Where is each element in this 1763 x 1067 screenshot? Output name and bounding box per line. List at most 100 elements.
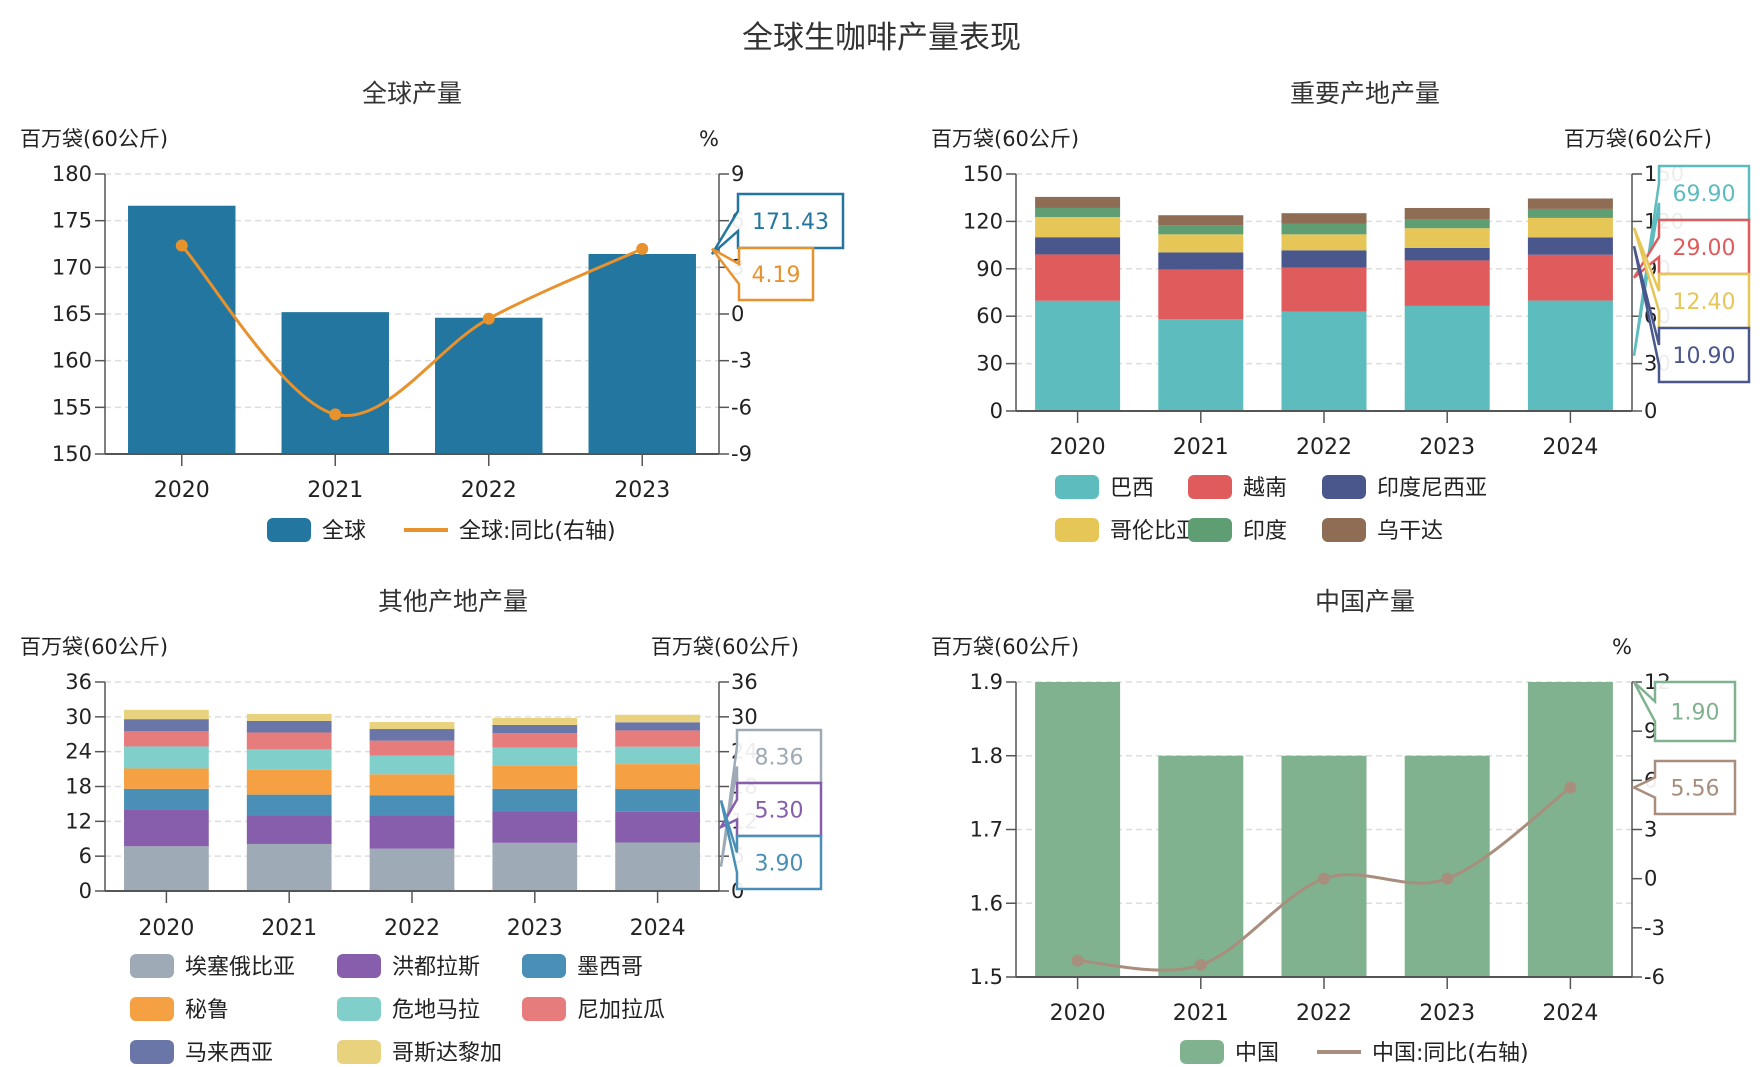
bar-segment-秘鲁: [124, 768, 209, 789]
legend-item[interactable]: 乌干达: [1322, 518, 1443, 544]
legend-item[interactable]: 中国:同比(右轴): [1317, 1041, 1529, 1066]
left-tick-label: 90: [976, 257, 1003, 281]
legend-item[interactable]: 全球:同比(右轴): [404, 519, 616, 544]
bar-segment-危地马拉: [492, 747, 578, 766]
bar-segment-越南: [1281, 267, 1367, 312]
legend-item[interactable]: 巴西: [1055, 475, 1154, 501]
x-tick-label: 2020: [154, 478, 210, 503]
bar-segment-墨西哥: [246, 794, 332, 816]
bar-segment-埃塞俄比亚: [492, 842, 578, 891]
right-tick-label: -9: [731, 442, 752, 466]
legend-label: 中国:同比(右轴): [1372, 1041, 1529, 1066]
legend-item[interactable]: 哥伦比亚: [1055, 518, 1198, 544]
legend-label: 秘鲁: [185, 998, 229, 1023]
chart-others: 其他产地产量百万袋(60公斤)百万袋(60公斤)0612182430360612…: [20, 587, 823, 1066]
bar-segment-哥斯达黎加: [246, 713, 332, 721]
callout-label: 69.90: [1632, 164, 1751, 356]
right-axis-unit: 百万袋(60公斤): [651, 635, 799, 659]
callout-box: [719, 800, 823, 891]
left-tick-label: 150: [963, 162, 1003, 186]
bar-segment-巴西: [1404, 305, 1490, 411]
callout-label: 8.36: [719, 728, 823, 867]
legend-item[interactable]: 哥斯达黎加: [337, 1040, 502, 1066]
left-tick-label: 180: [52, 162, 92, 186]
right-tick-label: 36: [731, 670, 758, 694]
legend-swatch: [337, 997, 381, 1021]
legend-label: 乌干达: [1377, 519, 1443, 544]
x-tick-label: 2024: [1542, 435, 1598, 460]
right-axis-unit: 百万袋(60公斤): [1564, 127, 1712, 151]
callout-box: [1632, 680, 1737, 743]
legend-item[interactable]: 印度: [1188, 518, 1287, 544]
callout-value: 69.90: [1673, 182, 1736, 207]
left-tick-label: 165: [52, 302, 92, 326]
bar-segment-墨西哥: [492, 788, 578, 812]
main-title: 全球生咖啡产量表现: [742, 20, 1021, 56]
right-tick-label: -3: [731, 349, 752, 373]
bar-segment-尼加拉瓜: [492, 733, 578, 748]
right-tick-label: 9: [731, 162, 744, 186]
chart-china: 中国产量百万袋(60公斤)%1.51.61.71.81.9-6-30369122…: [931, 587, 1737, 1066]
bar-segment-埃塞俄比亚: [369, 848, 455, 891]
bar-segment-危地马拉: [615, 746, 700, 765]
callout-value: 4.19: [752, 263, 801, 288]
left-tick-label: 1.9: [970, 670, 1003, 694]
legend-item[interactable]: 中国: [1180, 1040, 1279, 1066]
bar-segment-乌干达: [1404, 207, 1490, 220]
legend-swatch: [522, 997, 566, 1021]
line-point: [1318, 872, 1330, 885]
legend-swatch: [1055, 518, 1099, 542]
legend-swatch: [130, 954, 174, 978]
legend-label: 墨西哥: [577, 955, 643, 980]
bar-segment-越南: [1158, 269, 1244, 320]
legend-item[interactable]: 印度尼西亚: [1322, 475, 1487, 501]
bar-segment-印度尼西亚: [1527, 237, 1613, 255]
x-tick-label: 2022: [1296, 435, 1352, 460]
left-axis-unit: 百万袋(60公斤): [931, 635, 1079, 659]
callout-box: [717, 781, 823, 838]
bar-segment-哥伦比亚: [1404, 228, 1490, 248]
bar-segment-哥斯达黎加: [124, 709, 209, 720]
legend-swatch: [1322, 475, 1366, 499]
legend-item[interactable]: 危地马拉: [337, 997, 480, 1023]
callout-box: [1632, 218, 1751, 279]
callout-value: 1.90: [1671, 701, 1720, 726]
legend-swatch: [1322, 518, 1366, 542]
legend-item[interactable]: 埃塞俄比亚: [130, 954, 295, 980]
bar-segment-秘鲁: [369, 774, 455, 796]
line-point: [482, 312, 495, 325]
bar-segment-墨西哥: [369, 795, 455, 816]
legend-item[interactable]: 越南: [1188, 475, 1287, 501]
callout-box: [1632, 227, 1751, 330]
bar-segment-洪都拉斯: [246, 815, 332, 844]
legend-item[interactable]: 墨西哥: [522, 954, 643, 980]
bar-segment-洪都拉斯: [615, 811, 700, 843]
line-point: [636, 242, 649, 255]
callout-box: [1632, 245, 1751, 384]
bar: [1527, 682, 1613, 977]
line-point: [175, 239, 188, 252]
bar-segment-乌干达: [1158, 215, 1244, 226]
legend-item[interactable]: 马来西亚: [130, 1040, 273, 1066]
bar-segment-印度: [1404, 219, 1490, 229]
bar-segment-乌干达: [1281, 213, 1367, 224]
legend-item[interactable]: 尼加拉瓜: [522, 997, 665, 1023]
bar-segment-哥伦比亚: [1527, 217, 1613, 238]
left-tick-label: 160: [52, 349, 92, 373]
legend-item[interactable]: 秘鲁: [130, 997, 229, 1023]
bar-segment-墨西哥: [615, 789, 700, 812]
legend-label: 印度: [1243, 519, 1287, 544]
x-tick-label: 2023: [1419, 1001, 1475, 1026]
bar-segment-马来西亚: [492, 724, 578, 734]
bar-segment-印度: [1035, 207, 1121, 217]
x-tick-label: 2024: [1542, 1001, 1598, 1026]
legend-label: 危地马拉: [392, 998, 480, 1023]
bar-segment-巴西: [1527, 300, 1613, 411]
bar-segment-印度: [1158, 225, 1244, 235]
legend-item[interactable]: 洪都拉斯: [337, 954, 480, 980]
bar: [1404, 755, 1490, 977]
right-axis-unit: %: [1612, 635, 1632, 659]
legend-item[interactable]: 全球: [267, 518, 366, 544]
right-tick-label: 3: [1644, 818, 1657, 842]
